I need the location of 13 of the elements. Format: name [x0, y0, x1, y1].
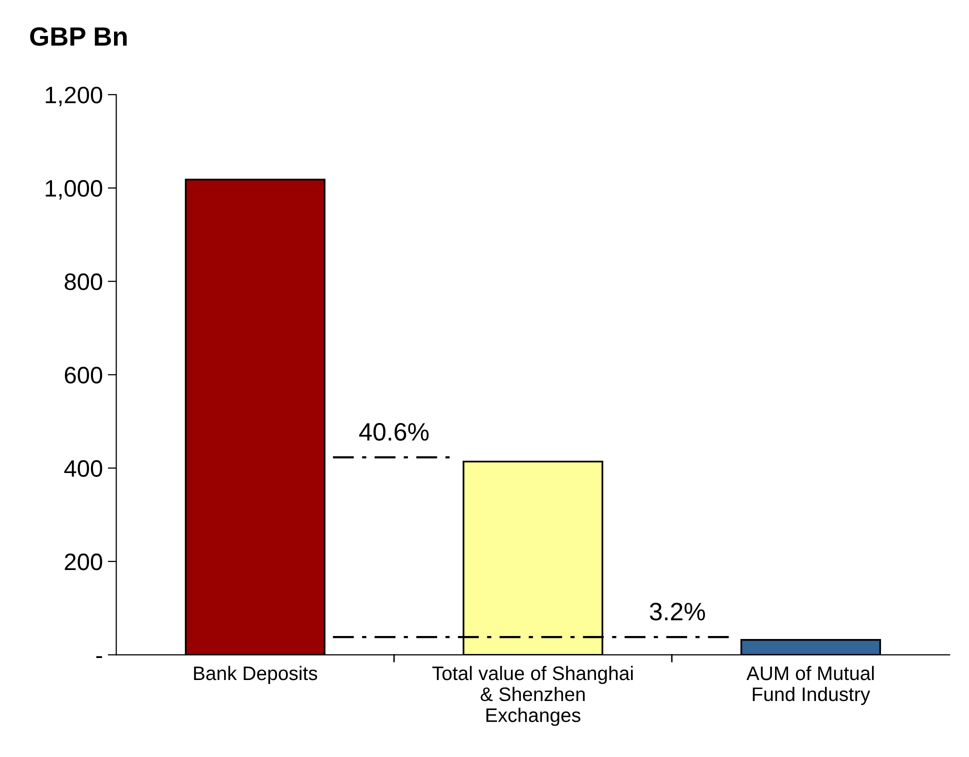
x-tick-label: AUM of Mutual Fund Industry [746, 666, 874, 705]
y-tick-label: 1,200 [46, 86, 102, 106]
y-tick-label: 800 [64, 273, 102, 290]
y-tick-label: 200 [64, 554, 102, 570]
annotation: 3.2% [650, 602, 705, 620]
x-tick-label: Bank Deposits [194, 666, 318, 684]
y-tick-label: - [96, 656, 102, 658]
y-tick-label: 600 [64, 366, 102, 384]
y-axis-title: GBP Bn [30, 27, 127, 46]
y-tick-label: 1,000 [46, 180, 102, 200]
y-tick-label: 400 [64, 460, 102, 477]
annotation: 40.6% [359, 423, 429, 441]
x-tick-label: Total value of Shanghai & Shenzhen Exchanges [432, 666, 633, 726]
